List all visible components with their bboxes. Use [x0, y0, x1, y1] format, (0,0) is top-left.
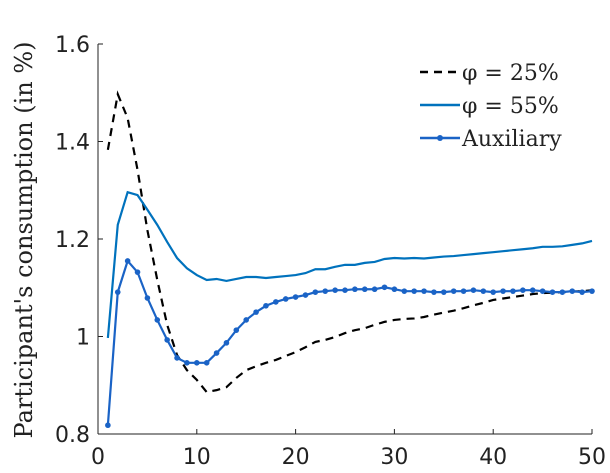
series-marker [253, 309, 259, 315]
series-marker [431, 289, 437, 295]
series-marker [194, 360, 200, 366]
series-marker [105, 422, 111, 429]
series-marker [164, 337, 170, 343]
legend-marker [437, 135, 443, 141]
legend-label: Auxiliary [461, 127, 562, 152]
x-tick-label: 0 [91, 445, 105, 470]
series-marker [302, 292, 309, 298]
legend-label: φ = 55% [462, 94, 559, 119]
legend-label: φ = 25% [462, 61, 559, 86]
y-tick-label: 0.8 [55, 423, 90, 448]
series-marker [460, 288, 467, 294]
series-marker [273, 299, 279, 305]
series-marker [500, 288, 506, 294]
series-marker [342, 287, 348, 293]
series-marker [480, 288, 487, 294]
series-marker [470, 287, 477, 293]
series-marker [569, 288, 576, 294]
series-marker [144, 295, 151, 301]
x-tick-label: 40 [479, 445, 507, 470]
series-marker [203, 360, 210, 366]
series-marker [391, 286, 398, 293]
series-marker [233, 327, 240, 333]
series-marker [292, 294, 299, 300]
y-tick-label: 1.6 [55, 33, 90, 58]
series-marker [184, 360, 190, 366]
series-marker [401, 288, 408, 294]
x-tick-label: 50 [578, 445, 606, 470]
series-marker [282, 296, 289, 302]
series-marker [243, 317, 249, 323]
series-marker [539, 288, 546, 294]
series-line [106, 190, 593, 339]
series-marker [421, 288, 427, 294]
series-marker [154, 317, 161, 323]
series-marker [332, 287, 338, 293]
y-tick-label: 1 [76, 326, 90, 351]
series-marker [213, 350, 220, 356]
series-marker [134, 269, 141, 275]
series-marker [352, 286, 358, 293]
y-tick-label: 1.4 [55, 131, 90, 156]
series-marker [559, 289, 566, 295]
series-marker [114, 289, 121, 295]
series-marker [263, 302, 269, 309]
series-marker [589, 288, 595, 294]
series-marker [174, 355, 180, 361]
series-marker [124, 258, 131, 264]
series-marker [381, 284, 388, 291]
series-marker [322, 288, 329, 294]
series-marker [450, 288, 457, 294]
series-marker [371, 286, 378, 293]
series-marker [510, 288, 516, 294]
y-tick-label: 1.2 [55, 228, 90, 253]
series-marker [223, 340, 230, 346]
series-marker [361, 286, 368, 293]
x-tick-label: 10 [183, 445, 211, 470]
series-marker [579, 289, 585, 295]
y-axis-label: Participant's consumption (in %) [10, 42, 38, 439]
series-line [106, 258, 593, 426]
series-marker [312, 289, 319, 295]
series-marker [520, 287, 526, 293]
series-marker [441, 289, 447, 295]
series-marker [549, 289, 556, 295]
x-tick-label: 30 [380, 445, 408, 470]
series-marker [529, 287, 536, 293]
series-marker [490, 289, 497, 295]
x-tick-label: 20 [282, 445, 310, 470]
series-marker [411, 288, 417, 294]
